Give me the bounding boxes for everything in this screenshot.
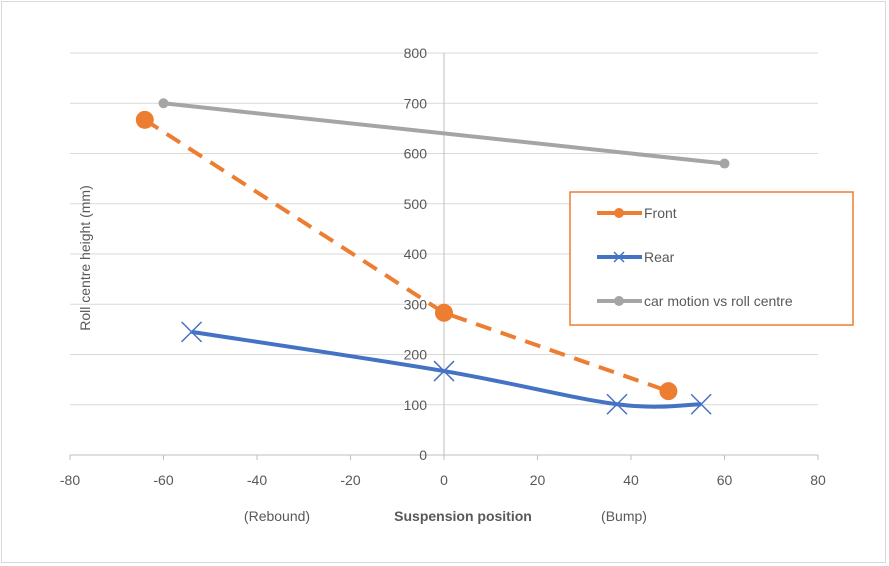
x-tick-label: 20	[530, 472, 546, 488]
series-line-2	[163, 101, 725, 166]
x-tick-label: -80	[60, 472, 80, 488]
y-tick-label: 600	[404, 146, 428, 162]
legend-label: Rear	[644, 249, 675, 265]
series-line-0	[143, 118, 670, 394]
data-point	[614, 208, 624, 218]
data-point	[433, 360, 455, 382]
x-tick-label: -20	[340, 472, 360, 488]
data-point	[181, 321, 203, 343]
y-tick-label: 300	[404, 296, 428, 312]
data-point	[135, 110, 154, 129]
x-axis-label: Suspension position	[394, 508, 532, 524]
data-point	[719, 158, 730, 169]
data-point	[690, 393, 712, 415]
x-tick-label: 80	[810, 472, 826, 488]
legend-label: car motion vs roll centre	[644, 293, 793, 309]
x-tick-label: 60	[717, 472, 733, 488]
y-tick-label: 800	[404, 45, 428, 61]
legend-label: Front	[644, 205, 677, 221]
y-tick-label: 100	[404, 397, 428, 413]
y-tick-label: 400	[404, 246, 428, 262]
y-tick-label: 700	[404, 95, 428, 111]
y-axis-label: Roll centre height (mm)	[77, 185, 93, 331]
series-line-1	[191, 329, 702, 409]
x-tick-label: 0	[440, 472, 448, 488]
data-point	[613, 251, 625, 263]
data-point	[158, 98, 169, 109]
x-tick-label: -60	[153, 472, 173, 488]
y-tick-label: 200	[404, 347, 428, 363]
x-tick-label: -40	[247, 472, 267, 488]
legend: Front Rear car motion vs roll centre	[569, 191, 854, 326]
x-axis-note-rebound: (Rebound)	[244, 508, 310, 524]
x-axis-note-bump: (Bump)	[601, 508, 647, 524]
y-tick-label: 0	[419, 447, 427, 463]
x-tick-label: 40	[623, 472, 639, 488]
data-point	[435, 303, 453, 322]
y-tick-label: 500	[404, 196, 428, 212]
data-point	[614, 296, 624, 306]
data-point	[606, 393, 628, 415]
data-point	[659, 382, 678, 401]
